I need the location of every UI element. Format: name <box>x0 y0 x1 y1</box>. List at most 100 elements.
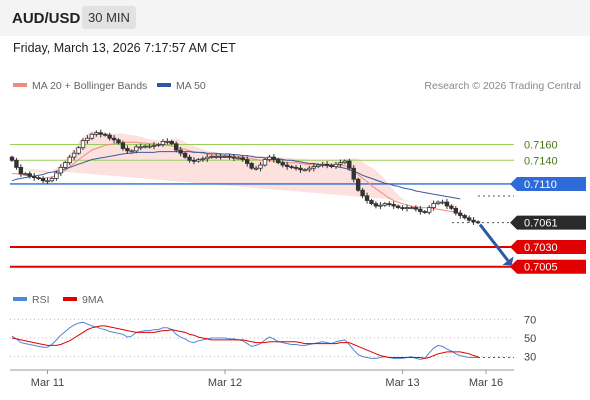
candle-body <box>182 152 188 158</box>
candle-body <box>418 208 423 212</box>
candle-body <box>209 155 214 158</box>
candle-body <box>382 203 387 206</box>
candle-body <box>280 162 285 166</box>
candle-body <box>125 148 130 152</box>
candle-body <box>54 172 59 179</box>
candle-body <box>466 217 472 221</box>
candle-body <box>413 207 419 210</box>
candle-body <box>49 178 55 182</box>
candle-body <box>320 163 325 166</box>
candle-body <box>165 140 170 143</box>
candle-body <box>120 142 126 149</box>
candle-body <box>138 146 143 149</box>
candle-body <box>231 156 237 159</box>
candle-body <box>222 155 228 158</box>
candle-body <box>373 203 379 207</box>
candle-body <box>271 156 277 160</box>
candle-body <box>76 147 81 154</box>
candle-body <box>426 207 432 213</box>
legend-item-ma20: MA 20 + Bollinger Bands <box>13 80 147 92</box>
candle-body <box>364 195 370 201</box>
level-tag-label: 0.7030 <box>524 242 558 254</box>
candle-body <box>431 203 436 208</box>
candle-body <box>27 173 32 177</box>
candle-body <box>80 140 86 149</box>
symbol-label: AUD/USD <box>12 10 81 27</box>
candle-body <box>134 146 139 152</box>
ma20-legend-label: MA 20 + Bollinger Bands <box>32 80 148 92</box>
level-tag-box <box>510 259 586 274</box>
candle-body <box>307 167 312 171</box>
9ma-legend-label: 9MA <box>82 294 104 306</box>
candle-body <box>14 159 19 168</box>
candle-body <box>293 167 299 169</box>
candle-body <box>71 152 77 158</box>
candle-body <box>449 205 454 209</box>
candle-body <box>400 207 405 209</box>
legend-item-9ma: 9MA <box>63 294 104 306</box>
chart-datetime: Friday, March 13, 2026 7:17:57 AM CET <box>13 41 236 55</box>
candle-body <box>360 189 365 197</box>
candle-body <box>338 162 343 165</box>
level-tag-0.7110: 0.7110 <box>510 176 586 191</box>
candle-body <box>387 203 392 206</box>
candle-body <box>18 167 24 175</box>
candle-body <box>284 164 290 168</box>
candle-body <box>45 180 50 183</box>
candle-body <box>151 144 157 147</box>
candle-body <box>471 219 476 223</box>
level-tag-0.7030: 0.7030 <box>510 239 586 254</box>
candle-body <box>316 164 321 168</box>
candle-body <box>435 201 441 205</box>
x-tick-label: Mar 16 <box>469 377 503 389</box>
rsi-legend-label: RSI <box>32 294 50 306</box>
level-tag-0.7140: 0.7140 <box>524 155 558 167</box>
level-tag-0.7061: 0.7061 <box>510 215 586 230</box>
candle-body <box>187 156 192 161</box>
candle-body <box>329 164 334 168</box>
level-tag-label: 0.7110 <box>524 179 557 191</box>
ma50-swatch <box>157 83 171 88</box>
legend-item-ma50: MA 50 <box>157 80 206 92</box>
rsi-line <box>11 321 478 360</box>
ma20-swatch <box>13 83 27 88</box>
rsi-swatch <box>13 297 27 302</box>
candle-body <box>94 132 99 135</box>
candle-body <box>395 205 401 208</box>
candle-body <box>409 207 414 209</box>
ma20-line <box>12 141 461 214</box>
candle-body <box>103 133 108 136</box>
level-tag-0.7160: 0.7160 <box>524 140 558 152</box>
candle-body <box>267 156 272 160</box>
candle-body <box>196 159 201 162</box>
chart-credit: Research © 2026 Trading Central <box>424 80 581 92</box>
candle-body <box>404 207 410 209</box>
candle-body <box>253 167 259 170</box>
x-tick-label: Mar 12 <box>208 377 242 389</box>
candle-body <box>236 157 241 160</box>
candle-body <box>200 158 206 161</box>
candle-body <box>63 162 68 168</box>
ma50-line <box>11 151 461 200</box>
candle-body <box>258 164 263 169</box>
rsi-tick-label: 30 <box>524 352 536 364</box>
candle-body <box>333 163 339 168</box>
candle-body <box>289 166 294 169</box>
candle-body <box>36 177 41 180</box>
candle-body <box>169 140 174 145</box>
timeframe-badge[interactable]: 30 MIN <box>82 6 136 29</box>
candle-body <box>107 134 112 139</box>
candle-body <box>111 137 117 141</box>
forecast-arrow-shaft <box>478 223 510 262</box>
candle-body <box>342 160 348 164</box>
candle-body <box>240 157 245 160</box>
candle-body <box>160 140 166 145</box>
level-tag-0.7005: 0.7005 <box>510 259 586 274</box>
legend-item-rsi: RSI <box>13 294 50 306</box>
candle-body <box>462 215 467 219</box>
candle-body <box>129 150 135 153</box>
candle-body <box>245 159 250 164</box>
candle-body <box>89 133 95 139</box>
candle-body <box>67 156 72 164</box>
candle-body <box>262 159 268 166</box>
